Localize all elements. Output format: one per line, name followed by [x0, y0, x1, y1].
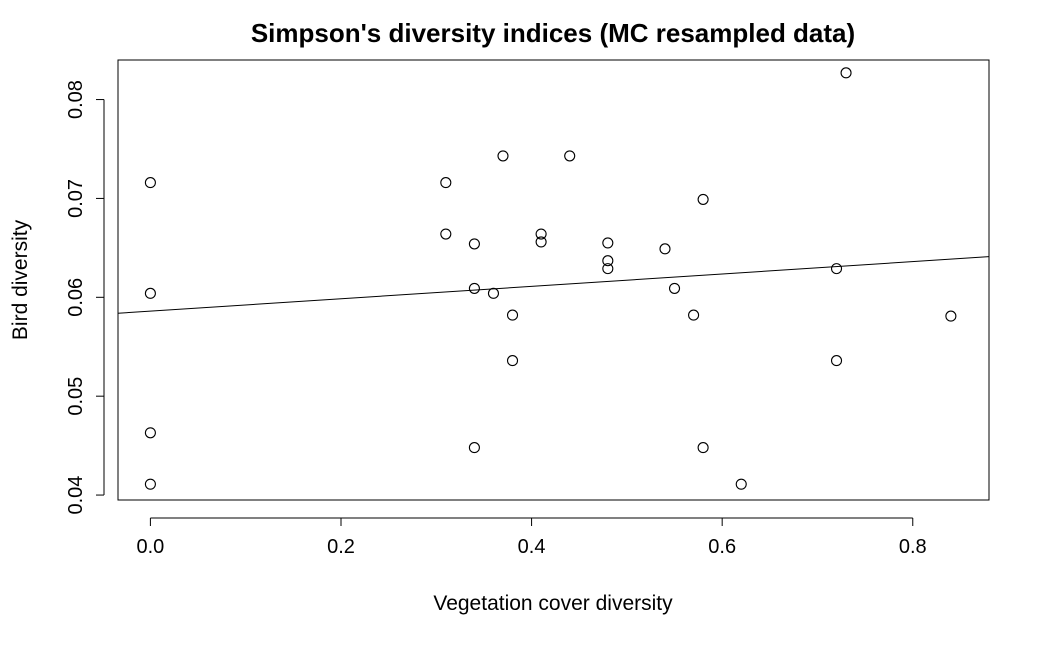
plot-frame — [117, 59, 990, 501]
data-point — [468, 238, 480, 250]
x-axis: 0.0 0.2 0.4 0.6 0.8 — [136, 517, 927, 558]
x-tick-label: 0.2 — [327, 536, 355, 558]
y-tick-label: 0.05 — [65, 377, 87, 416]
data-point — [468, 442, 480, 454]
x-tick-label: 0.0 — [136, 536, 164, 558]
data-point — [564, 150, 576, 162]
y-tick-label: 0.06 — [65, 278, 87, 317]
data-point — [506, 309, 519, 321]
data-point — [602, 263, 614, 275]
data-point — [144, 478, 156, 490]
data-point — [144, 177, 156, 189]
data-point — [659, 243, 671, 255]
data-point — [468, 282, 480, 294]
data-point — [602, 237, 614, 249]
data-point — [697, 193, 709, 205]
x-tick-label: 0.6 — [708, 536, 736, 558]
regression-line — [117, 256, 990, 314]
y-tick-label: 0.08 — [65, 80, 87, 119]
data-point — [840, 67, 852, 79]
x-tick-label: 0.8 — [899, 536, 927, 558]
data-point — [945, 310, 957, 322]
data-point — [144, 287, 156, 299]
data-point — [688, 309, 700, 321]
data-point — [830, 355, 843, 367]
data-point — [697, 442, 709, 454]
x-axis-label: Vegetation cover diversity — [433, 592, 673, 615]
data-point — [535, 236, 547, 248]
data-point — [440, 177, 452, 189]
chart-title: Simpson's diversity indices (MC resample… — [251, 18, 855, 48]
data-points — [144, 67, 957, 490]
data-point — [487, 287, 500, 299]
data-point — [668, 282, 681, 294]
trendline-group — [117, 256, 990, 314]
data-point — [440, 228, 452, 240]
y-axis: 0.04 0.05 0.06 0.07 0.08 — [65, 80, 105, 515]
y-axis-label: Bird diversity — [9, 219, 32, 340]
y-tick-label: 0.07 — [65, 179, 87, 218]
data-point — [830, 263, 843, 275]
data-point — [735, 478, 747, 490]
data-point — [144, 427, 156, 439]
data-point — [602, 255, 614, 267]
y-tick-label: 0.04 — [65, 476, 87, 515]
plot-area — [117, 59, 990, 501]
data-point — [535, 228, 547, 240]
data-point — [497, 150, 509, 162]
x-tick-label: 0.4 — [518, 536, 546, 558]
data-point — [506, 355, 519, 367]
